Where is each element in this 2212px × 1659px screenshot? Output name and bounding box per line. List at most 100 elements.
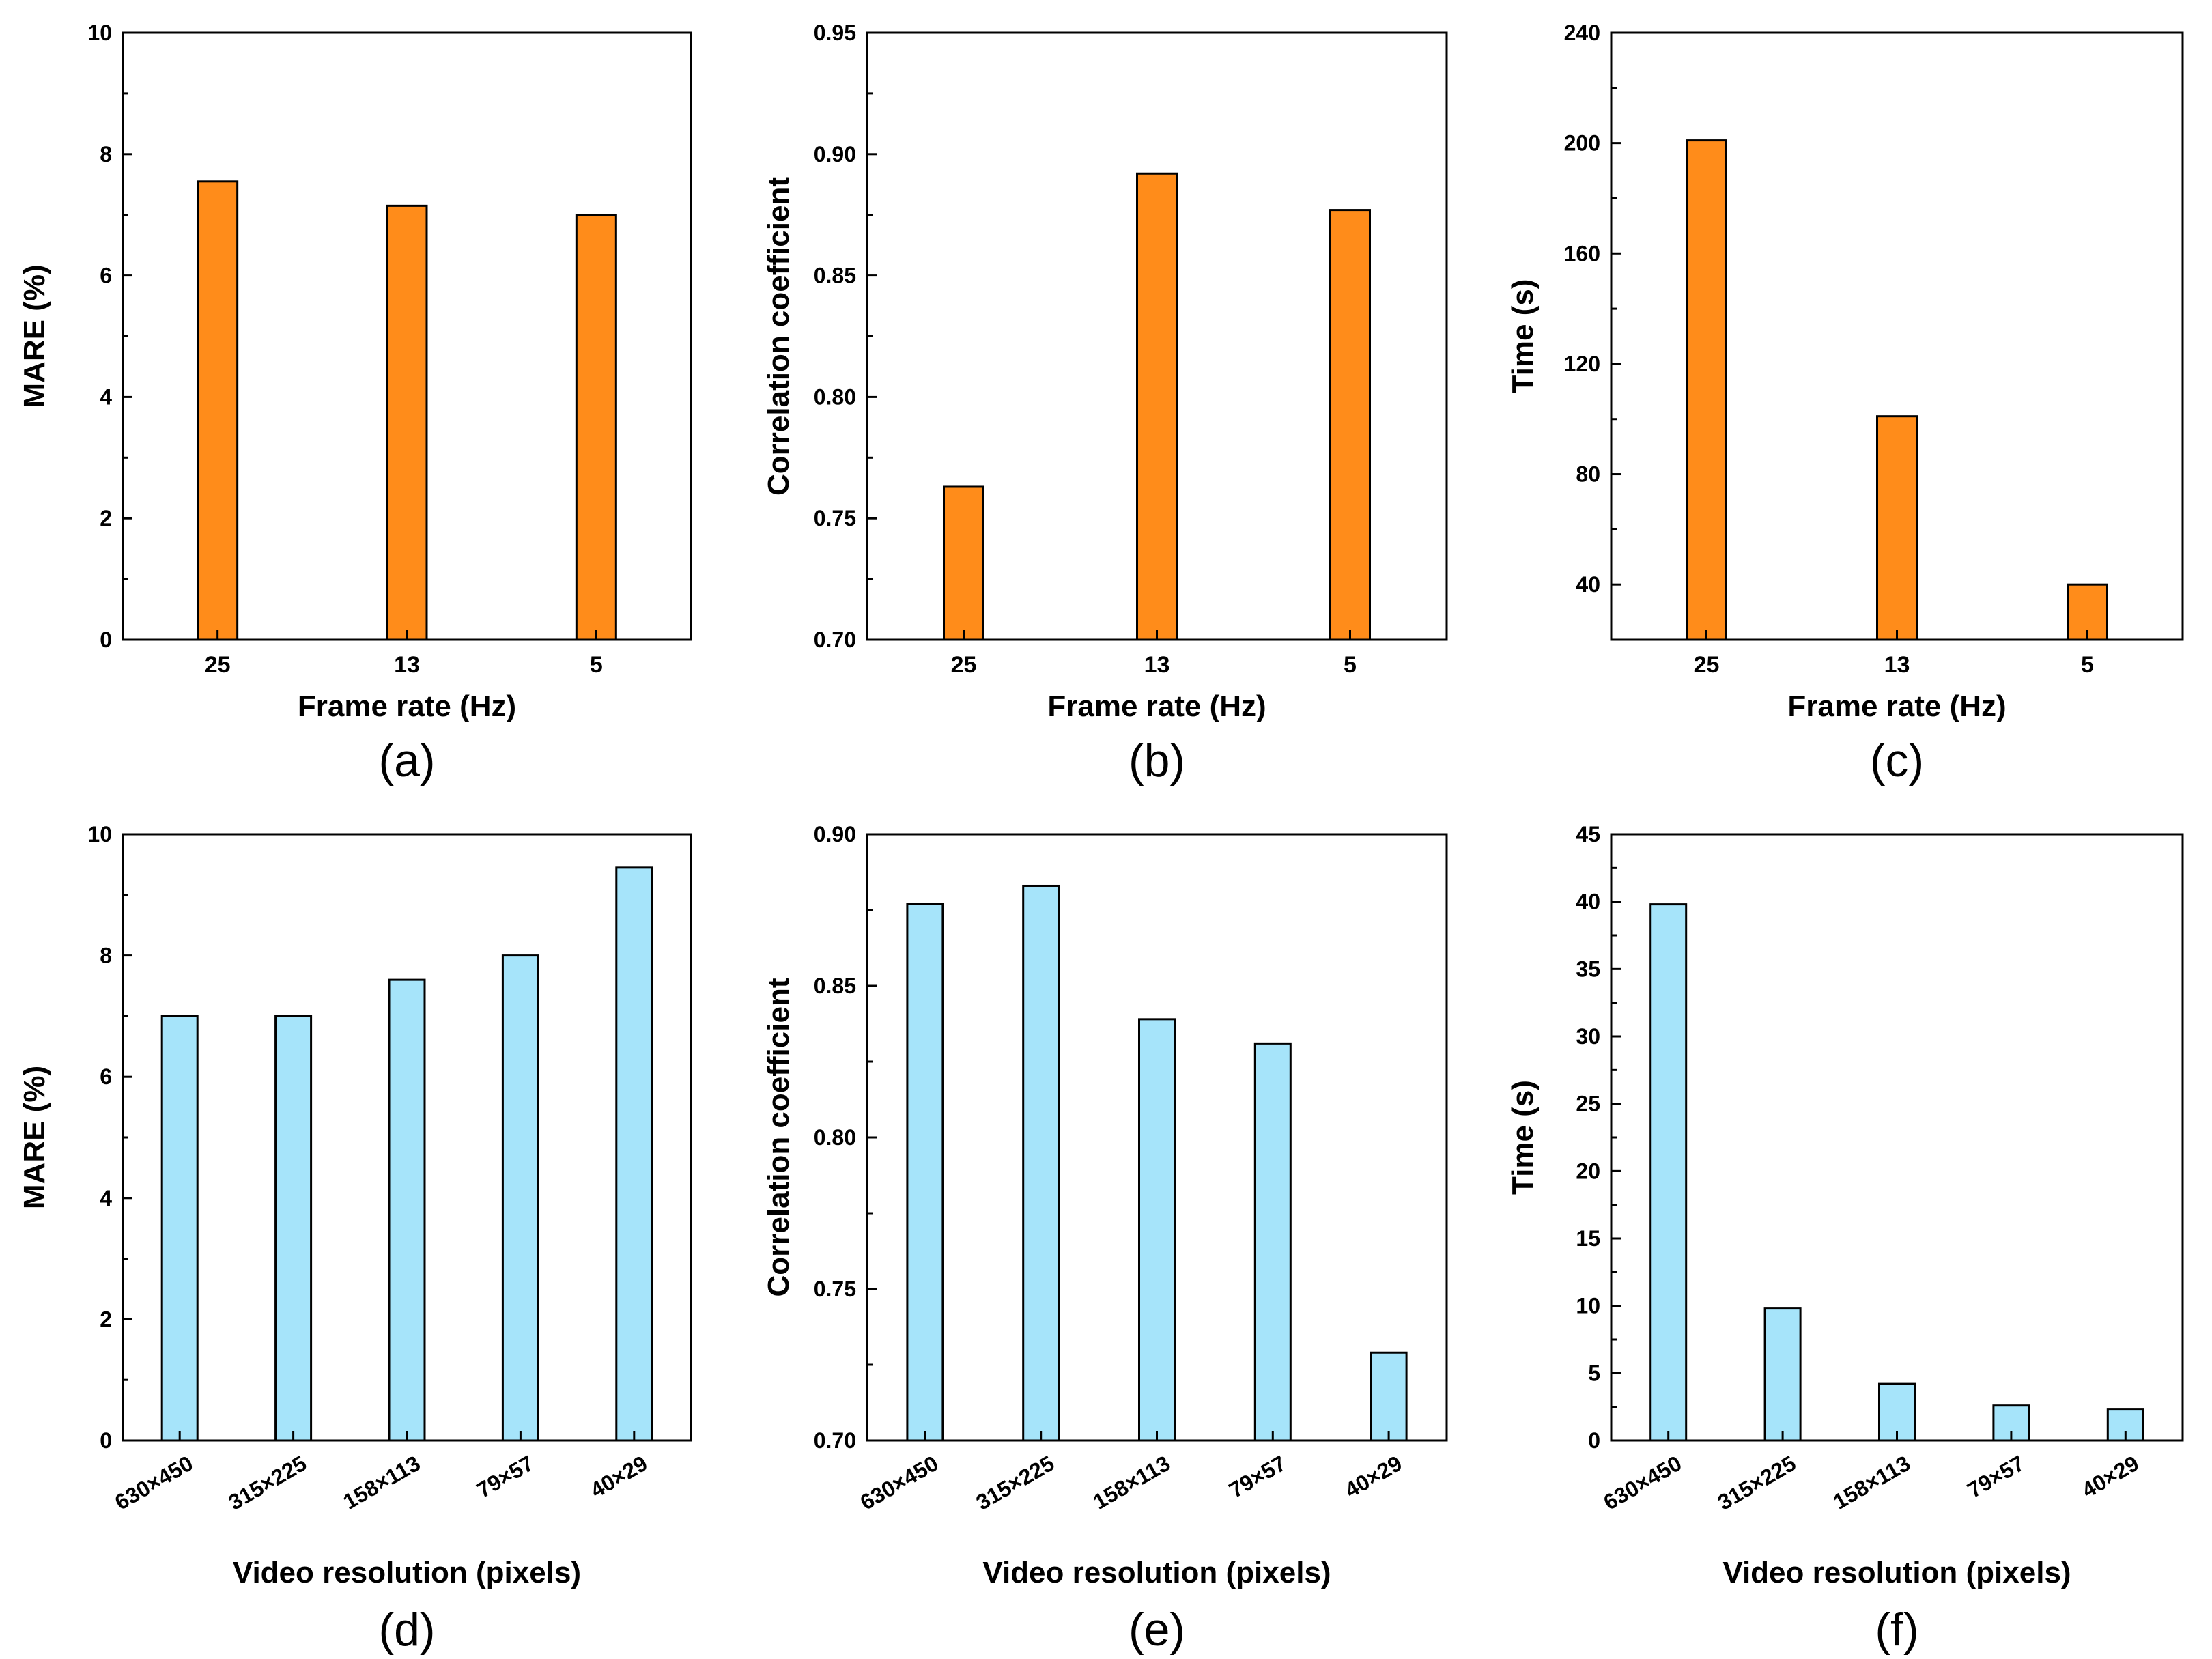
y-tick-label: 45 [1576, 822, 1600, 847]
x-tick-label: 5 [590, 652, 603, 678]
y-tick-label: 5 [1588, 1361, 1600, 1385]
y-tick-label: 2 [100, 506, 112, 530]
y-tick-label: 0.75 [814, 506, 856, 530]
x-tick-label: 25 [205, 652, 231, 678]
bar-a-2 [575, 214, 617, 641]
x-tick-label: 13 [394, 652, 420, 678]
x-tick-label: 5 [1344, 652, 1357, 678]
y-axis-title: MARE (%) [18, 264, 51, 408]
bar-e-0 [906, 903, 944, 1442]
y-tick-label: 0 [1588, 1428, 1600, 1453]
bar-d-4 [615, 866, 653, 1442]
bar-e-3 [1253, 1042, 1292, 1442]
bar-e-1 [1022, 884, 1060, 1442]
y-tick-label: 25 [1576, 1092, 1600, 1116]
panel-caption-a: (a) [378, 735, 435, 786]
y-tick-label: 8 [100, 142, 112, 167]
chart-panel-f: 0 5 10 15 20 25 30 35 40 45 630×450 315×225 158×113 7… [1506, 822, 2184, 1656]
bar-f-1 [1763, 1307, 1802, 1442]
y-tick-label: 0.80 [814, 1125, 856, 1150]
y-tick-label: 0 [100, 627, 112, 652]
y-tick-label: 0.70 [814, 627, 856, 652]
x-axis-title: Frame rate (Hz) [298, 690, 516, 723]
y-tick-label: 35 [1576, 956, 1600, 981]
panel-caption-e: (e) [1129, 1604, 1185, 1656]
y-tick-label: 30 [1576, 1024, 1600, 1049]
y-axis-title: Time (s) [1506, 1080, 1540, 1195]
y-tick-label: 6 [100, 1064, 112, 1089]
x-tick-label: 315×225 [972, 1451, 1059, 1515]
y-axis-title: Time (s) [1506, 279, 1540, 394]
x-tick-label: 315×225 [1714, 1451, 1800, 1515]
bar-c-1 [1876, 415, 1918, 641]
y-tick-label: 40 [1576, 890, 1600, 914]
y-tick-label: 0.75 [814, 1277, 856, 1301]
x-tick-label: 40×29 [2078, 1451, 2143, 1503]
bar-d-1 [274, 1015, 313, 1442]
chart-panel-c: 40 80 120 160 200 240 25 13 5 Frame rate (Hz) Time… [1506, 20, 2184, 786]
panel-caption-b: (b) [1129, 735, 1185, 786]
chart-panel-d: 0 2 4 6 8 10 630×450 315×225 158×113 79×57 40×29 Vi… [18, 822, 692, 1656]
y-tick-label: 0.90 [814, 142, 856, 167]
x-tick-label: 25 [1694, 652, 1720, 678]
x-tick-label: 158×113 [339, 1451, 424, 1514]
panel-caption-f: (f) [1875, 1604, 1918, 1656]
y-tick-label: 15 [1576, 1226, 1600, 1251]
y-tick-label: 0.95 [814, 20, 856, 45]
x-tick-label: 158×113 [1089, 1451, 1174, 1514]
bar-b-1 [1136, 172, 1178, 641]
chart-panel-b: 0.70 0.75 0.80 0.85 0.90 0.95 25 13 5 Frame rate … [762, 20, 1448, 786]
y-tick-label: 120 [1564, 352, 1600, 376]
x-tick-label: 630×450 [111, 1451, 197, 1515]
chart-panel-e: 0.70 0.75 0.80 0.85 0.90 630×450 315×225 158×11… [762, 822, 1448, 1656]
x-axis-title: Frame rate (Hz) [1047, 690, 1266, 723]
y-tick-label: 160 [1564, 241, 1600, 266]
x-tick-label: 25 [951, 652, 977, 678]
bar-f-0 [1649, 903, 1688, 1442]
y-tick-label: 0.80 [814, 384, 856, 409]
bar-c-0 [1686, 139, 1727, 641]
y-tick-label: 0 [100, 1428, 112, 1453]
bar-e-4 [1370, 1351, 1408, 1442]
y-axis-title: Correlation coefficient [762, 177, 795, 496]
x-tick-label: 630×450 [856, 1451, 943, 1515]
y-tick-label: 4 [100, 384, 112, 409]
bar-b-2 [1329, 209, 1371, 641]
y-tick-label: 80 [1576, 462, 1600, 487]
y-tick-label: 6 [100, 264, 112, 288]
panel-caption-c: (c) [1870, 735, 1924, 786]
x-tick-label: 40×29 [586, 1451, 651, 1503]
x-tick-label: 40×29 [1341, 1451, 1406, 1503]
y-tick-label: 8 [100, 944, 112, 968]
x-tick-label: 5 [2081, 652, 2094, 678]
y-tick-label: 10 [87, 822, 112, 847]
x-axis-title: Frame rate (Hz) [1787, 690, 2006, 723]
x-axis-title: Video resolution (pixels) [1722, 1556, 2071, 1589]
y-tick-label: 20 [1576, 1159, 1600, 1183]
x-tick-label: 630×450 [1600, 1451, 1686, 1515]
y-tick-label: 10 [87, 20, 112, 45]
x-tick-label: 13 [1144, 652, 1170, 678]
y-axis-title: MARE (%) [18, 1066, 51, 1209]
x-axis-title: Video resolution (pixels) [233, 1556, 581, 1589]
y-tick-label: 0.70 [814, 1428, 856, 1453]
x-tick-label: 79×57 [1963, 1451, 2029, 1503]
bar-d-0 [160, 1015, 199, 1442]
bar-b-0 [943, 485, 984, 641]
y-tick-label: 40 [1576, 572, 1600, 597]
panel-caption-d: (d) [378, 1604, 435, 1656]
y-tick-label: 10 [1576, 1294, 1600, 1318]
y-tick-label: 0.85 [814, 264, 856, 288]
x-tick-label: 315×225 [224, 1451, 311, 1515]
y-tick-label: 240 [1564, 20, 1600, 45]
x-axis-title: Video resolution (pixels) [982, 1556, 1331, 1589]
x-tick-label: 79×57 [472, 1451, 538, 1503]
plot-frame [1610, 833, 2184, 1442]
bar-d-3 [501, 954, 539, 1442]
bar-a-1 [386, 204, 428, 641]
y-tick-label: 200 [1564, 131, 1600, 156]
y-tick-label: 0.85 [814, 974, 856, 998]
x-tick-label: 13 [1884, 652, 1910, 678]
y-tick-label: 2 [100, 1307, 112, 1331]
